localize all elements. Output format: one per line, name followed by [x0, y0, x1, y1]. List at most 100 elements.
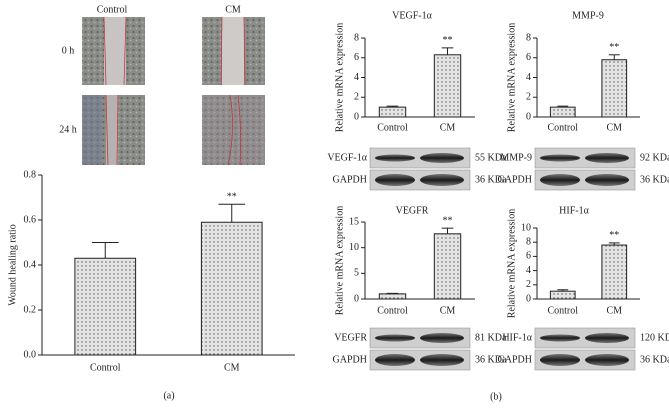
y-axis-label: Relative mRNA expression: [334, 23, 345, 132]
significance: **: [609, 230, 619, 241]
bar: [200, 221, 263, 356]
blot-target: HIF-1α: [502, 332, 532, 343]
blot-band: [540, 334, 580, 342]
panel-label: (b): [490, 391, 502, 402]
western-blots: VEGF-1α GAPDH 55 KDa 36 KDa MMP-9 GAPDH 92 KDa…: [327, 147, 669, 371]
blot-control: GAPDH: [498, 174, 532, 185]
blot-control: GAPDH: [498, 354, 532, 365]
y-tick-label: 8: [526, 32, 531, 43]
column-label: CM: [225, 4, 241, 15]
bar: [433, 233, 462, 300]
x-tick-label: Control: [547, 305, 578, 316]
y-tick-label: 0.4: [24, 259, 37, 270]
blot-target: VEGFR: [334, 332, 367, 343]
blot-band: [585, 153, 629, 163]
y-tick-label: 0.6: [24, 214, 37, 225]
blot-control: GAPDH: [333, 354, 367, 365]
significance: **: [443, 35, 453, 46]
x-tick-label: CM: [606, 305, 622, 316]
x-tick-label: Control: [377, 122, 408, 133]
micrographs: [82, 16, 265, 166]
bar: [549, 106, 576, 118]
blot-band: [540, 174, 580, 186]
bar: [601, 244, 628, 300]
y-axis-label: Relative mRNA expression: [506, 23, 517, 132]
blot-band: [585, 174, 629, 186]
bar: [74, 257, 137, 356]
blot-band: [420, 153, 464, 163]
y-tick-label: 6: [526, 52, 531, 63]
y-tick-label: 4: [526, 265, 531, 276]
blot-band: [375, 354, 415, 366]
chart-title: HIF-1α: [559, 205, 589, 216]
y-tick-label: 0: [354, 111, 359, 122]
blot-target-size: 120 KDa: [640, 332, 669, 343]
chart-title: VEGFR: [396, 205, 429, 216]
y-tick-label: 8: [354, 32, 359, 43]
panel-label: (a): [163, 390, 174, 401]
y-tick-label: 2: [526, 92, 531, 103]
x-tick-label: CM: [440, 305, 456, 316]
blot-control-size: 36 KDa: [475, 174, 507, 185]
blot-band: [420, 174, 464, 186]
blot-band: [585, 333, 629, 343]
y-tick-label: 0.2: [24, 304, 37, 315]
column-label: Control: [97, 4, 128, 15]
y-axis-label: Relative mRNA expression: [506, 209, 517, 318]
row-label: 24 h: [59, 124, 77, 135]
x-tick-label: CM: [606, 122, 622, 133]
y-tick-label: 0: [526, 111, 531, 122]
blot-control-size: 36 KDa: [475, 354, 507, 365]
y-tick-label: 0: [354, 293, 359, 304]
y-tick-label: 6: [354, 52, 359, 63]
significance: **: [443, 215, 453, 226]
blot-band: [585, 354, 629, 366]
y-axis-label: Relative mRNA expression: [334, 206, 345, 315]
y-tick-label: 2: [526, 279, 531, 290]
blot-target-size: 55 KDa: [475, 152, 507, 163]
blot-control-size: 36 KDa: [640, 354, 669, 365]
blot-band: [420, 354, 464, 366]
bar: [549, 290, 576, 300]
y-tick-label: 0: [526, 293, 531, 304]
blot-control-size: 36 KDa: [640, 174, 669, 185]
significance: **: [609, 42, 619, 53]
row-label: 0 h: [62, 45, 75, 56]
bar: [601, 59, 628, 118]
blot-band: [540, 354, 580, 366]
blot-band: [540, 154, 580, 162]
y-tick-label: 0.8: [24, 169, 37, 180]
y-tick-label: 4: [354, 72, 359, 83]
y-tick-label: 2: [354, 92, 359, 103]
bar: [378, 293, 407, 300]
significance: **: [227, 192, 237, 203]
y-tick-label: 6: [526, 251, 531, 262]
x-tick-label: Control: [377, 305, 408, 316]
x-tick-label: Control: [547, 122, 578, 133]
x-tick-label: CM: [440, 122, 456, 133]
y-tick-label: 8: [526, 236, 531, 247]
y-tick-label: 10: [349, 242, 359, 253]
x-tick-label: Control: [90, 362, 121, 373]
blot-control: GAPDH: [333, 174, 367, 185]
blot-target-size: 92 KDa: [640, 152, 669, 163]
blot-band: [375, 334, 415, 342]
y-tick-label: 0.0: [24, 349, 37, 360]
y-axis-label: Wound healing ratio: [7, 224, 18, 305]
y-tick-label: 5: [354, 268, 359, 279]
y-tick-label: 15: [349, 216, 359, 227]
blot-band: [375, 154, 415, 162]
y-tick-label: 4: [526, 72, 531, 83]
chart-title: VEGF-1α: [392, 10, 432, 21]
blot-band: [375, 174, 415, 186]
blot-band: [420, 333, 464, 343]
blot-target-size: 81 KDa: [475, 332, 507, 343]
bar: [433, 54, 462, 118]
y-tick-label: 10: [521, 222, 531, 233]
x-tick-label: CM: [224, 362, 240, 373]
chart-title: MMP-9: [572, 10, 604, 21]
bar: [378, 106, 407, 118]
blot-target: VEGF-1α: [327, 152, 367, 163]
blot-target: MMP-9: [500, 152, 532, 163]
